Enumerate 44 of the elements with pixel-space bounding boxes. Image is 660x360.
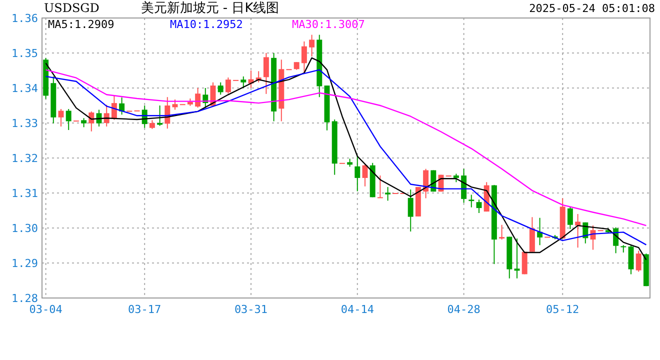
x-tick-label: 04-28 <box>447 303 480 316</box>
candlestick <box>385 186 391 202</box>
candlestick <box>225 77 231 94</box>
text: MA10:1.2952 <box>170 18 243 31</box>
candlestick <box>636 250 642 272</box>
candlestick <box>377 175 383 198</box>
candlestick <box>301 40 307 74</box>
x-tick-label: 03-31 <box>234 303 268 316</box>
text: MA5:1.2909 <box>48 18 114 31</box>
candlestick <box>218 82 224 96</box>
candlestick <box>575 214 581 248</box>
x-tick-label: 03-17 <box>128 303 162 316</box>
y-tick-label: 1.32 <box>12 152 38 165</box>
candlestick <box>240 76 246 88</box>
y-tick-label: 1.30 <box>12 222 38 235</box>
x-tick-label: 04-14 <box>340 303 374 316</box>
candlestick <box>263 52 269 94</box>
candlestick <box>88 110 94 132</box>
candlestick <box>468 194 474 208</box>
candlestick <box>476 199 482 214</box>
y-tick-label: 1.28 <box>12 292 38 305</box>
chart-subtitle: USDSGD <box>44 1 100 15</box>
candlestick <box>66 108 72 130</box>
y-tick-label: 1.31 <box>12 187 38 200</box>
text: MA30:1.3007 <box>292 18 365 31</box>
candlestick <box>309 34 315 57</box>
candlestick <box>354 156 360 192</box>
candlestick <box>172 99 178 110</box>
candlestick <box>408 189 414 232</box>
x-tick-label: 05-12 <box>546 303 580 316</box>
y-tick-label: 1.36 <box>12 12 38 25</box>
candlestick <box>628 244 634 275</box>
chart-title: 美元新加坡元 - 日K线图 <box>140 0 280 16</box>
candlestick <box>157 105 163 126</box>
candlestick <box>567 206 573 230</box>
y-tick-label: 1.34 <box>12 82 38 95</box>
candlestick <box>529 216 535 252</box>
candlestick <box>81 118 87 128</box>
y-tick-label: 1.35 <box>12 47 38 60</box>
candlestick <box>499 224 505 240</box>
y-tick-label: 1.33 <box>12 117 38 130</box>
text: 2025-05-24 05:01:08 <box>529 2 655 15</box>
x-tick-label: 03-04 <box>29 303 63 316</box>
y-tick-label: 1.29 <box>12 257 38 270</box>
